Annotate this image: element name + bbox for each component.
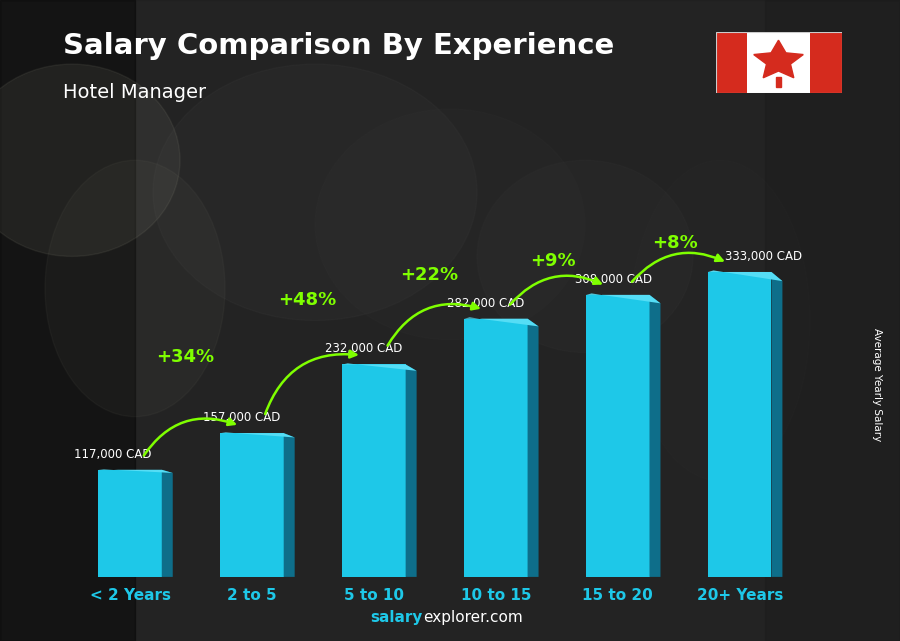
Text: 232,000 CAD: 232,000 CAD <box>325 342 402 355</box>
Text: +34%: +34% <box>156 348 214 366</box>
Text: Salary Comparison By Experience: Salary Comparison By Experience <box>63 32 614 60</box>
Bar <box>747 32 810 93</box>
Text: +9%: +9% <box>530 252 576 270</box>
Ellipse shape <box>738 353 882 545</box>
Bar <box>464 319 527 577</box>
Polygon shape <box>98 469 173 473</box>
Polygon shape <box>464 317 538 326</box>
Polygon shape <box>527 319 538 577</box>
Text: +8%: +8% <box>652 234 698 252</box>
Text: 117,000 CAD: 117,000 CAD <box>74 447 151 461</box>
Text: 157,000 CAD: 157,000 CAD <box>203 411 281 424</box>
Ellipse shape <box>477 160 693 353</box>
Bar <box>765 0 900 641</box>
Bar <box>98 470 162 577</box>
Text: 282,000 CAD: 282,000 CAD <box>447 297 525 310</box>
Text: 333,000 CAD: 333,000 CAD <box>725 250 802 263</box>
Ellipse shape <box>630 160 810 481</box>
Polygon shape <box>284 433 294 577</box>
Ellipse shape <box>45 160 225 417</box>
Bar <box>708 272 771 577</box>
Polygon shape <box>753 40 804 78</box>
Text: explorer.com: explorer.com <box>423 610 523 625</box>
Ellipse shape <box>153 64 477 321</box>
Bar <box>342 365 406 577</box>
Ellipse shape <box>315 109 585 340</box>
Text: 308,000 CAD: 308,000 CAD <box>575 272 652 286</box>
Bar <box>810 32 842 93</box>
Text: +22%: +22% <box>400 266 458 284</box>
Ellipse shape <box>0 64 180 256</box>
Polygon shape <box>406 365 417 577</box>
Polygon shape <box>771 272 782 577</box>
Text: Hotel Manager: Hotel Manager <box>63 83 206 103</box>
Polygon shape <box>220 433 294 437</box>
Polygon shape <box>586 294 661 303</box>
Polygon shape <box>342 363 417 371</box>
Polygon shape <box>708 271 782 281</box>
Polygon shape <box>776 77 781 87</box>
Polygon shape <box>650 295 661 577</box>
Bar <box>716 32 747 93</box>
Bar <box>0 0 135 641</box>
Bar <box>220 433 284 577</box>
Text: salary: salary <box>371 610 423 625</box>
Polygon shape <box>162 470 173 577</box>
Bar <box>586 295 650 577</box>
Text: Average Yearly Salary: Average Yearly Salary <box>872 328 883 441</box>
Text: +48%: +48% <box>278 290 336 308</box>
